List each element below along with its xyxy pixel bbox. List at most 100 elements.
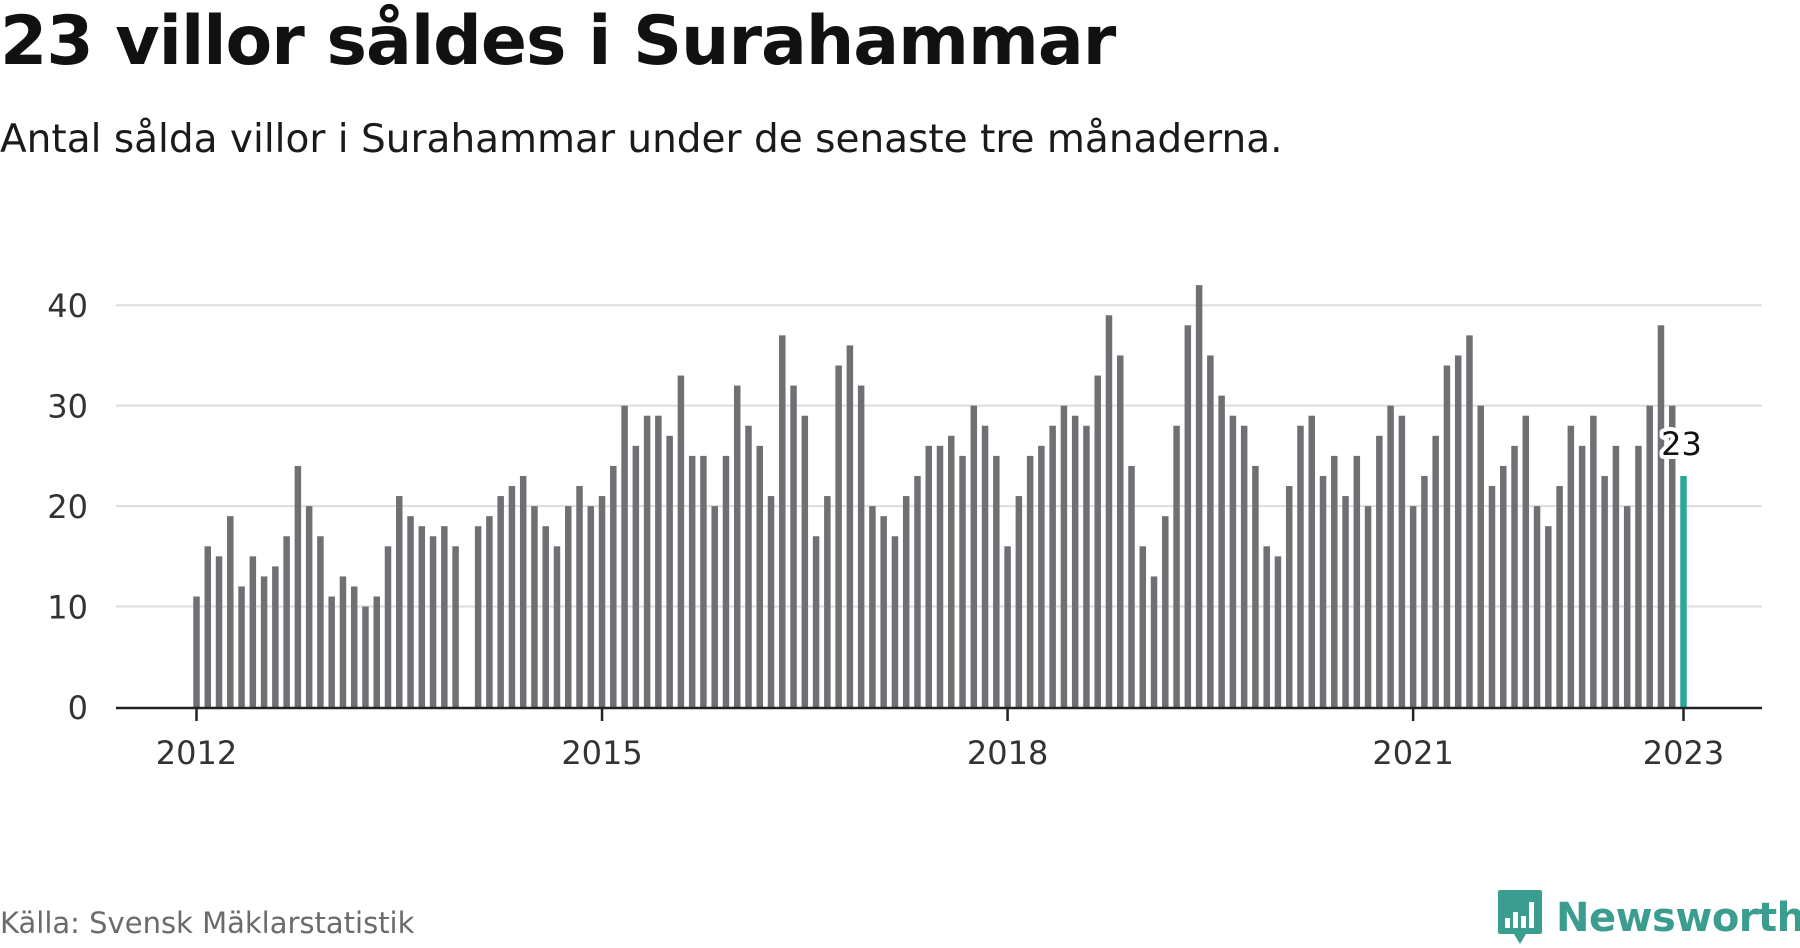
bar: [497, 496, 504, 707]
y-tick-label: 40: [47, 287, 88, 325]
bar: [1522, 415, 1530, 707]
bar: [1083, 425, 1090, 707]
bar: [1353, 455, 1361, 707]
bar: [936, 445, 944, 707]
bar: [396, 496, 403, 707]
bar: [981, 425, 989, 707]
bar: [272, 566, 279, 707]
bar: [474, 526, 482, 707]
bar: [1150, 576, 1158, 707]
bar: [1162, 516, 1169, 707]
bar: [1567, 425, 1575, 707]
bar: [1364, 506, 1372, 707]
bar: [1139, 546, 1147, 707]
bar: [362, 606, 369, 707]
bar: [1026, 455, 1034, 707]
bar: [925, 445, 932, 707]
bar: [1342, 496, 1349, 707]
bar: [1398, 415, 1406, 707]
bar: [1207, 355, 1214, 707]
bar: [317, 536, 324, 707]
bar: [1173, 425, 1180, 707]
bar: [249, 556, 257, 707]
bar: [1331, 455, 1338, 707]
bar: [959, 455, 966, 707]
bar: [328, 596, 335, 707]
bar: [993, 455, 1000, 707]
x-axis-ticks: 2012 2015 2018 2021 2023: [156, 709, 1724, 772]
bar: [227, 516, 234, 707]
bar: [1432, 435, 1439, 707]
bar: [1004, 546, 1011, 707]
bar: [1646, 405, 1653, 707]
y-tick-label: 0: [68, 689, 88, 727]
bar: [204, 546, 212, 707]
bar: [756, 445, 764, 707]
bar: [610, 465, 617, 707]
bar: [294, 465, 302, 707]
bar: [835, 365, 842, 707]
latest-value-label: 23: [1661, 425, 1702, 463]
bar: [215, 556, 223, 707]
x-tick-label: 2012: [156, 734, 237, 772]
page-subtitle: Antal sålda villor i Surahammar under de…: [0, 117, 1283, 162]
bar: [1477, 405, 1484, 707]
bar: [1545, 526, 1552, 707]
bar: [711, 506, 718, 707]
bar: [283, 536, 290, 707]
bar: [1387, 405, 1394, 707]
bar: [621, 405, 628, 707]
bar: [891, 536, 899, 707]
bars: [193, 285, 1687, 707]
bar: [846, 345, 854, 707]
y-tick-label: 20: [47, 488, 88, 526]
bar: [632, 445, 640, 707]
bar: [238, 586, 245, 707]
bar: [565, 506, 572, 707]
page-title: 23 villor såldes i Surahammar: [0, 2, 1116, 81]
bar: [1128, 465, 1135, 707]
bar: [1500, 465, 1507, 707]
bar: [1376, 435, 1383, 707]
bar: [598, 496, 606, 707]
bar: [1015, 496, 1023, 707]
bar: [1635, 445, 1642, 707]
bar: [429, 536, 437, 707]
bar: [914, 475, 921, 707]
bar: [350, 586, 358, 707]
bar: [902, 496, 910, 707]
bar: [1601, 475, 1608, 707]
bar: [407, 516, 414, 707]
bar: [1274, 556, 1282, 707]
bar: [1049, 425, 1056, 707]
bar: [1533, 506, 1541, 707]
bar: [1308, 415, 1315, 707]
bar: [857, 385, 865, 707]
bar: [1556, 486, 1563, 707]
y-tick-label: 10: [47, 589, 88, 627]
bar: [542, 526, 549, 707]
bar: [824, 496, 831, 707]
bar: [1184, 325, 1192, 707]
bar: [587, 506, 595, 707]
bar: [733, 385, 741, 707]
bar: [790, 385, 797, 707]
bar: [643, 415, 651, 707]
bar: [1421, 475, 1428, 707]
bar: [1229, 415, 1237, 707]
bar: [1612, 445, 1620, 707]
bar: [700, 455, 707, 707]
y-axis-ticks: 0 10 20 30 40: [47, 287, 88, 727]
bar: [869, 506, 876, 707]
bar: [418, 526, 426, 707]
bar: [531, 506, 538, 707]
bar: [801, 415, 809, 707]
bar: [1590, 415, 1597, 707]
newsworthy-logo[interactable]: Newsworthy: [1496, 888, 1800, 948]
bar: [1060, 405, 1068, 707]
bar: [970, 405, 978, 707]
bar: [1297, 425, 1304, 707]
bar: [441, 526, 448, 707]
bar: [948, 435, 955, 707]
